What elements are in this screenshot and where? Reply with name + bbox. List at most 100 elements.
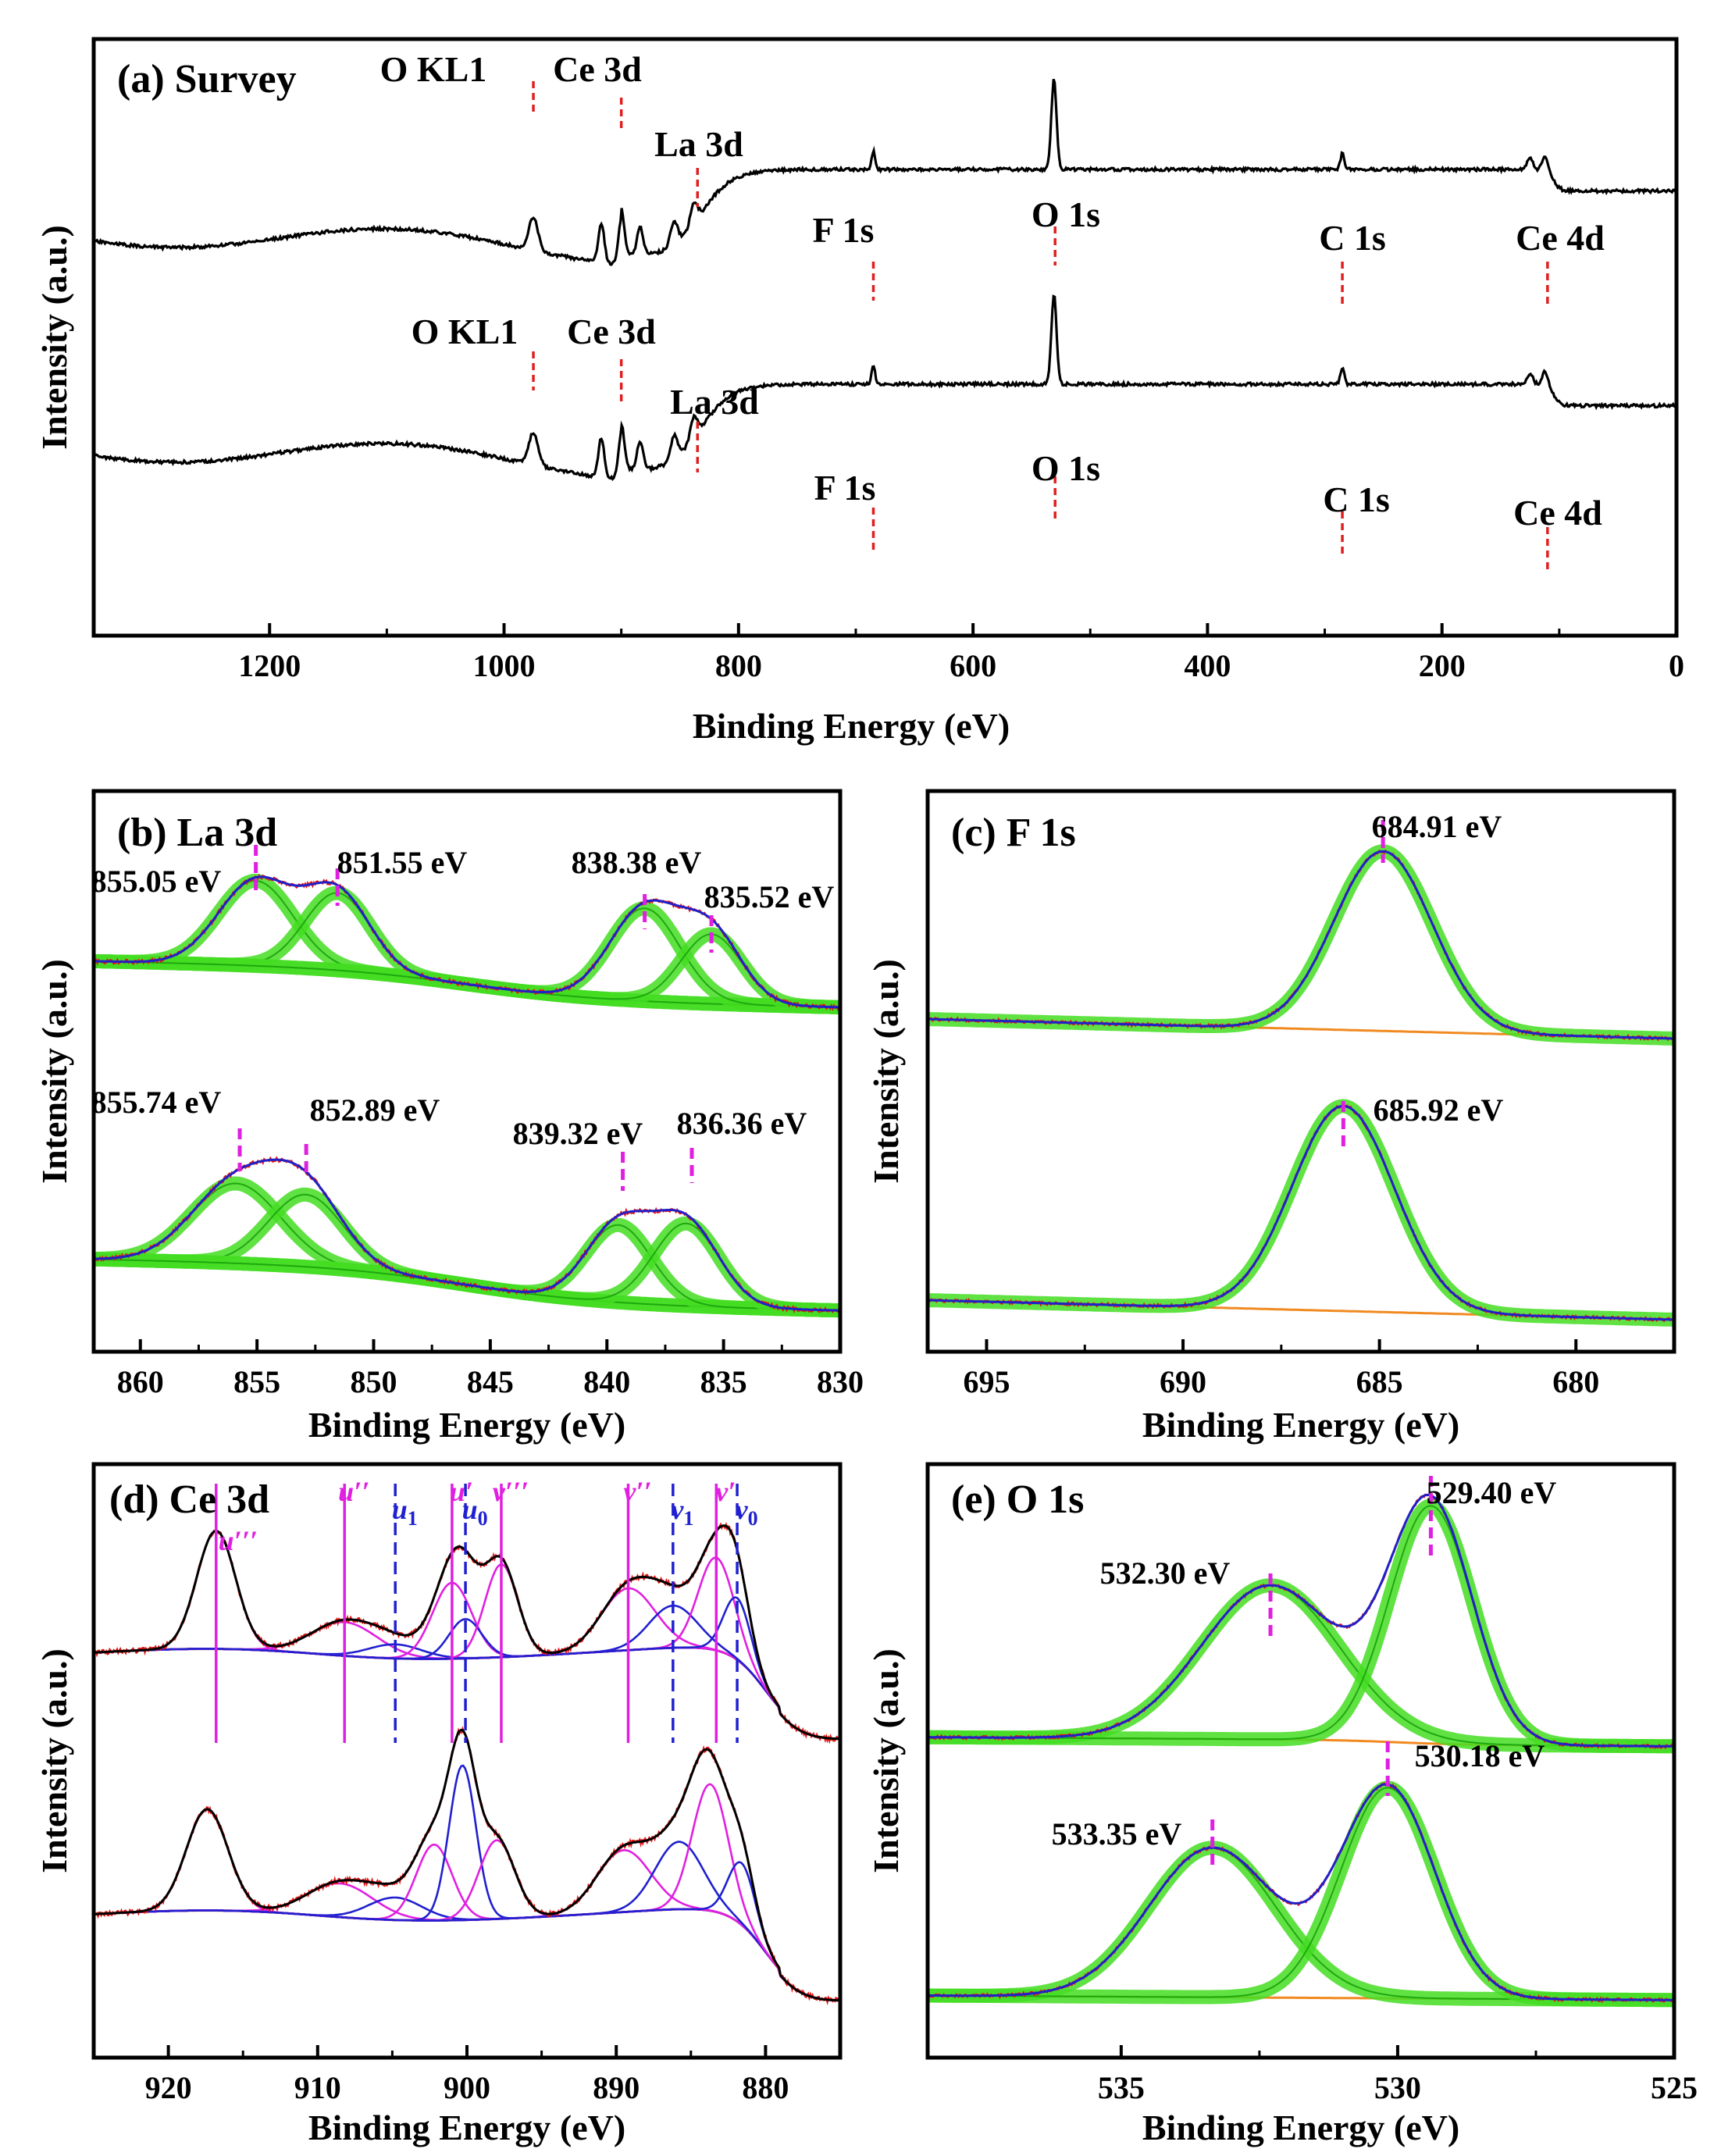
fit-component [94, 1896, 840, 2002]
component-label-subscript: 1 [683, 1507, 693, 1530]
panel-d-xlabel: Binding Energy (eV) [308, 2108, 625, 2147]
background-line [94, 1646, 840, 1741]
fit-component-edge [928, 850, 1674, 1039]
x-tick-label: 860 [117, 1364, 164, 1399]
component-label: v0 [736, 1494, 758, 1530]
panel-b-frame [91, 789, 843, 1354]
panel-d-x-ticks: 920 910 900 890 880 [145, 2045, 789, 2105]
x-tick-label: 920 [145, 2070, 192, 2105]
panel-a-title: (a) Survey [117, 57, 297, 102]
peak-position-label: 533.35 eV [1052, 1816, 1182, 1851]
x-tick-label: 600 [950, 648, 996, 683]
fit-component-edge [928, 1847, 1674, 2001]
panel-e-xlabel: Binding Energy (eV) [1142, 2108, 1459, 2147]
x-tick-label: 850 [351, 1364, 397, 1399]
fit-component [928, 1841, 1674, 2008]
peak-position-label: 838.38 eV [572, 845, 702, 880]
peak-position-label: 530.18 eV [1415, 1738, 1545, 1773]
fit-component [928, 1780, 1674, 2008]
component-label: v′′ [623, 1476, 651, 1507]
fit-component [94, 1620, 840, 1741]
x-tick-label: 800 [715, 648, 762, 683]
peak-position-label: 836.36 eV [677, 1106, 807, 1141]
survey-peak-label: F 1s [813, 210, 875, 250]
ce3d-component-annotations: u′′′ u′′ u1 u′u0v′′′ v′′ v1 v′v0 [215, 1476, 758, 1743]
fit-component [94, 1187, 840, 1318]
fit-component [928, 1099, 1674, 1327]
peak-position-label: 529.40 eV [1427, 1475, 1557, 1510]
component-label: u′ [450, 1476, 473, 1507]
x-tick-label: 840 [583, 1364, 630, 1399]
x-tick-label: 835 [700, 1364, 747, 1399]
envelope-line [94, 875, 840, 1009]
survey-peak-label: La 3d [654, 124, 743, 164]
component-label: u′′ [338, 1476, 369, 1507]
survey-peak-label: O KL1 [380, 49, 487, 89]
fit-component [94, 1216, 840, 1318]
x-tick-label: 855 [233, 1364, 280, 1399]
x-tick-label: 400 [1184, 648, 1231, 683]
fit-component [94, 1861, 840, 2002]
raw-data-line [928, 849, 1674, 1042]
raw-data-line [94, 1726, 840, 2006]
x-tick-label: 1000 [473, 648, 536, 683]
panel-c-frame [925, 789, 1676, 1354]
o1s-spectra [928, 1493, 1674, 2008]
survey-peak-label: O 1s [1032, 194, 1100, 234]
envelope-line [928, 1493, 1674, 1748]
survey-peak-label: Ce 3d [553, 49, 642, 89]
envelope-line [94, 1158, 840, 1312]
x-tick-label: 535 [1098, 2070, 1145, 2105]
raw-data-line [928, 1493, 1674, 1750]
survey-peak-label: Ce 4d [1513, 493, 1602, 533]
x-tick-label: 0 [1669, 648, 1684, 683]
panel-a-frame [91, 37, 1679, 638]
fit-component-edge [928, 1105, 1674, 1320]
f1s-spectra [928, 844, 1674, 1327]
panel-b-xlabel: Binding Energy (eV) [308, 1405, 625, 1445]
component-label-subscript: 0 [478, 1507, 488, 1530]
survey-spectrum-line [94, 294, 1676, 482]
x-tick-label: 1200 [238, 648, 301, 683]
peak-position-label: 852.89 eV [310, 1092, 440, 1128]
fit-component [94, 1530, 840, 1741]
x-tick-label: 685 [1356, 1364, 1403, 1399]
survey-peak-label: Ce 3d [567, 312, 656, 351]
survey-peak-label: O 1s [1032, 448, 1100, 488]
survey-peak-label: F 1s [814, 468, 876, 508]
x-tick-label: 830 [817, 1364, 864, 1399]
fit-component [94, 1604, 840, 1741]
envelope-line [928, 1104, 1674, 1321]
x-tick-label: 910 [294, 2070, 341, 2105]
panel-e-title: (e) O 1s [951, 1477, 1084, 1522]
fit-component-edge [928, 1505, 1674, 1748]
fit-component [928, 1578, 1674, 1754]
survey-peak-label: C 1s [1319, 218, 1386, 258]
component-label: u′′′ [219, 1525, 258, 1556]
x-tick-label: 890 [593, 2070, 640, 2105]
x-tick-label: 680 [1552, 1364, 1599, 1399]
component-label: u0 [462, 1494, 488, 1530]
panel-c-ylabel: Intensity (a.u.) [866, 959, 906, 1184]
envelope-line [94, 1728, 840, 2002]
panel-a-survey: O KL1 Ce 3d La 3d F 1s O 1s C 1s Ce 4d O KL1 Ce … [34, 37, 1684, 746]
panel-d-title: (d) Ce 3d [109, 1477, 269, 1522]
x-tick-label: 695 [963, 1364, 1010, 1399]
component-label: u1 [392, 1494, 418, 1530]
panel-d-ce3d: u′′′ u′′ u1 u′u0v′′′ v′′ v1 v′v0 920 910 900 890 8… [34, 1462, 843, 2147]
peak-position-label: 851.55 eV [337, 845, 468, 880]
x-tick-label: 880 [742, 2070, 789, 2105]
o1s-peak-annotations: 532.30 eV 529.40 eV 533.35 eV 530.18 eV [1052, 1475, 1557, 1870]
fit-component [928, 1499, 1674, 1754]
fit-component [94, 1843, 840, 2002]
survey-peak-label: C 1s [1323, 479, 1390, 519]
background-line [94, 1908, 840, 2002]
survey-spectra [94, 78, 1676, 482]
peak-position-label: 532.30 eV [1100, 1556, 1231, 1591]
panel-b-title: (b) La 3d [117, 811, 277, 855]
peak-position-label: 855.74 eV [91, 1085, 222, 1120]
panel-c-f1s: 684.91 eV 685.92 eV 695 690 685 680 (c) F 1s… [866, 789, 1676, 1445]
x-tick-label: 200 [1419, 648, 1466, 683]
peak-position-label: 855.05 eV [91, 864, 222, 899]
